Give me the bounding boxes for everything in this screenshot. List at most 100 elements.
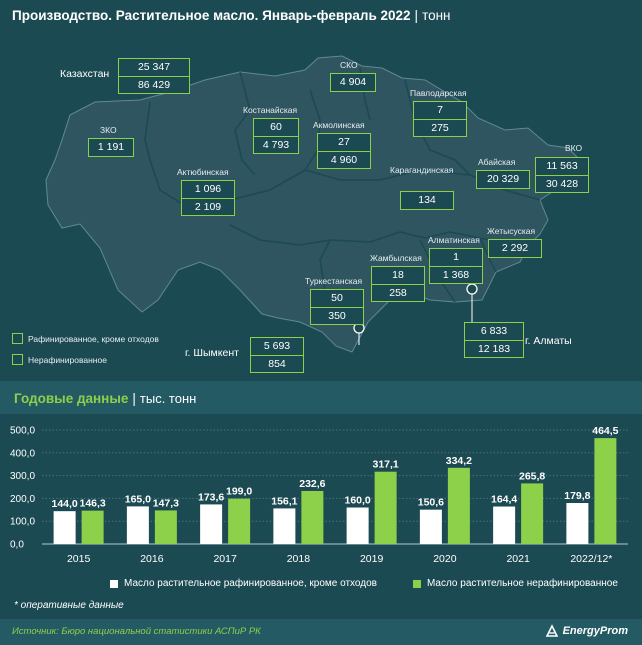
title-separator: | <box>414 8 419 23</box>
region-label-zhambyl: Жамбылская <box>370 253 422 263</box>
region-values-almaty-obl: 1 1 368 <box>429 248 483 284</box>
bar-unrefined-label: 464,5 <box>592 425 618 437</box>
bar-refined-label: 144,0 <box>51 498 77 510</box>
x-tick-label: 2016 <box>140 553 164 565</box>
bar-unrefined-label: 199,0 <box>226 486 252 498</box>
region-values-abay: 20 329 <box>476 170 530 189</box>
annual-unit: тыс. тонн <box>139 391 197 406</box>
region-unrefined-vko: 30 428 <box>536 175 588 192</box>
chart-x-ticks: 2015 2016 2017 2018 2019 2020 2021 2022/12* <box>67 553 612 565</box>
region-values-sko: 4 904 <box>330 73 376 92</box>
region-values-zko: 1 191 <box>88 138 134 157</box>
source-text: Источник: Бюро национальной статистики А… <box>12 626 261 637</box>
bar-unrefined <box>521 483 544 544</box>
energyprom-logo-text: EnergyProm <box>562 625 628 637</box>
region-values-pavlodar: 7 275 <box>413 101 467 137</box>
bar-unrefined-label: 146,3 <box>79 498 105 510</box>
region-unrefined-zhetysu: 2 292 <box>501 242 529 254</box>
city-unrefined-shymkent: 854 <box>251 355 303 372</box>
region-label-abay: Абайская <box>478 157 516 167</box>
region-label-pavlodar: Павлодарская <box>410 88 467 98</box>
map-legend-refined: Рафинированное, кроме отходов <box>12 333 159 344</box>
chart-data-labels: 144,0 146,3 165,0 147,3 173,6 199,0 156,1232,6… <box>51 425 618 510</box>
bar-unrefined <box>301 490 324 544</box>
city-label-shymkent: г. Шымкент <box>185 347 239 359</box>
page-title: Производство. Растительное масло. Январь… <box>12 8 451 23</box>
kazakhstan-refined: 25 347 <box>137 61 171 73</box>
region-label-vko: ВКО <box>565 143 583 153</box>
city-label-almaty: г. Алматы <box>525 335 572 347</box>
chart-bars <box>53 438 617 544</box>
bar-refined-label: 179,8 <box>564 490 590 502</box>
region-unrefined-karaganda: 134 <box>418 194 436 206</box>
chart-legend-unrefined-label: Масло растительное нерафинированное <box>426 578 618 589</box>
y-tick-label: 100,0 <box>10 517 35 528</box>
region-refined-vko: 11 563 <box>546 160 578 172</box>
region-unrefined-almaty-obl: 1 368 <box>430 266 482 283</box>
bar-unrefined <box>447 467 470 544</box>
x-tick-label: 2020 <box>433 553 457 565</box>
title-unit: тонн <box>422 8 451 23</box>
bar-unrefined <box>81 510 104 544</box>
footer: Источник: Бюро национальной статистики А… <box>0 619 642 645</box>
region-values-turkestan: 50 350 <box>310 289 364 325</box>
bar-refined-label: 156,1 <box>271 495 297 507</box>
region-refined-almaty-obl: 1 <box>453 251 459 263</box>
region-unrefined-turkestan: 350 <box>311 307 363 324</box>
region-unrefined-sko: 4 904 <box>339 76 367 88</box>
region-values-akmola: 27 4 960 <box>317 133 371 169</box>
region-refined-kostanay: 60 <box>270 121 282 133</box>
chart-legend-refined-label: Масло растительное рафинированное, кроме… <box>124 578 377 589</box>
map-legend-refined-label: Рафинированное, кроме отходов <box>28 333 159 344</box>
city-unrefined-almaty: 12 183 <box>465 340 523 357</box>
region-unrefined-pavlodar: 275 <box>414 119 466 136</box>
region-unrefined-aktobe: 2 109 <box>182 198 234 215</box>
kazakhstan-label: Казахстан <box>60 68 110 80</box>
region-values-aktobe: 1 096 2 109 <box>181 180 235 216</box>
y-tick-label: 500,0 <box>10 426 35 437</box>
almaty-marker <box>466 283 478 295</box>
region-label-almaty-obl: Алматинская <box>428 235 480 245</box>
chart-legend-refined: Масло растительное рафинированное, кроме… <box>110 578 377 589</box>
region-label-zhetysu: Жетысуская <box>487 226 536 236</box>
chart-y-ticks: 0,0 100,0 200,0 300,0 400,0 500,0 <box>10 426 35 551</box>
region-values-zhetysu: 2 292 <box>488 239 542 258</box>
region-refined-akmola: 27 <box>338 136 350 148</box>
bar-unrefined-label: 232,6 <box>299 478 325 490</box>
bar-refined <box>419 509 442 544</box>
bar-refined <box>200 504 223 544</box>
bar-refined-label: 164,4 <box>491 494 517 506</box>
bar-refined <box>273 508 296 544</box>
x-tick-label: 2022/12* <box>570 553 612 565</box>
x-tick-label: 2019 <box>360 553 384 565</box>
x-tick-label: 2015 <box>67 553 91 565</box>
bar-refined-label: 160,0 <box>344 495 370 507</box>
city-refined-shymkent: 5 693 <box>263 340 291 352</box>
bar-unrefined <box>228 498 251 544</box>
region-values-karaganda: 134 <box>400 191 454 210</box>
region-refined-turkestan: 50 <box>331 292 343 304</box>
bar-unrefined-label: 334,2 <box>446 455 472 467</box>
bar-refined <box>566 503 589 544</box>
region-refined-aktobe: 1 096 <box>194 183 222 195</box>
city-values-shymkent: 5 693 854 <box>250 337 304 373</box>
y-tick-label: 400,0 <box>10 448 35 459</box>
chart-legend-unrefined-swatch <box>412 579 421 588</box>
region-values-zhambyl: 18 258 <box>371 266 425 302</box>
annual-title-separator: | <box>132 391 136 406</box>
region-values-kostanay: 60 4 793 <box>253 118 299 154</box>
y-tick-label: 300,0 <box>10 471 35 482</box>
bar-unrefined-label: 147,3 <box>153 497 179 509</box>
region-unrefined-akmola: 4 960 <box>318 151 370 168</box>
kazakhstan-values: 25 347 86 429 <box>118 58 190 94</box>
bar-refined <box>493 506 516 544</box>
bar-unrefined <box>594 438 617 544</box>
bar-unrefined-label: 265,8 <box>519 470 545 482</box>
chart-legend: Масло растительное рафинированное, кроме… <box>110 578 618 589</box>
map-legend-unrefined-swatch <box>12 354 23 365</box>
annual-title: Годовые данные | тыс. тонн <box>14 391 196 406</box>
x-tick-label: 2017 <box>213 553 237 565</box>
region-label-sko: СКО <box>340 60 358 70</box>
y-tick-label: 0,0 <box>10 540 24 551</box>
